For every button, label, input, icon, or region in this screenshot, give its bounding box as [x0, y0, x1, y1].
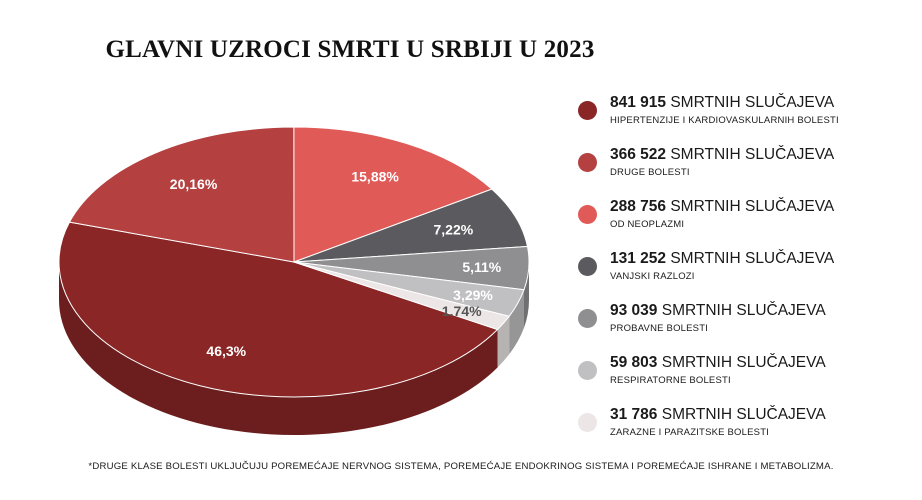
legend-item: 288 756 SMRTNIH SLUČAJEVA OD NEOPLAZMI	[578, 198, 918, 250]
footnote: *DRUGE KLASE BOLESTI UKLJUČUJU POREMEĆAJ…	[88, 461, 834, 472]
slice-label-2: 15,88%	[351, 169, 399, 185]
slice-label-3: 7,22%	[433, 221, 473, 237]
legend-swatch	[578, 309, 597, 328]
pie-slice-2	[293, 126, 493, 263]
slice-label-0: 46,3%	[206, 343, 246, 359]
legend-item: 131 252 SMRTNIH SLUČAJEVA VANJSKI RAZLOZI	[578, 250, 918, 302]
legend-swatch	[578, 413, 597, 432]
pie-chart: 46,3% 20,16% 15,88% 7,22% 5,11% 3,29%1.74%	[58, 126, 530, 435]
legend-number: 93 039	[610, 302, 658, 319]
legend-number: 131 252	[610, 250, 667, 267]
legend-item: 93 039 SMRTNIH SLUČAJEVA PROBAVNE BOLESTI	[578, 302, 918, 354]
legend-swatch	[578, 257, 597, 276]
legend-count: 288 756 SMRTNIH SLUČAJEVA	[610, 198, 834, 216]
slice-label-4: 5,11%	[462, 259, 501, 275]
legend-label: RESPIRATORNE BOLESTI	[610, 375, 731, 386]
legend-label: PROBAVNE BOLESTI	[610, 323, 709, 334]
legend-count: 131 252 SMRTNIH SLUČAJEVA	[610, 250, 834, 268]
legend-label: OD NEOPLAZMI	[610, 219, 685, 230]
legend-label: VANJSKI RAZLOZI	[610, 271, 695, 282]
slice-label-5: 3,29%	[453, 287, 493, 303]
pie-slice-side-6	[497, 316, 510, 368]
legend-unit: SMRTNIH SLUČAJEVA	[670, 198, 835, 215]
pie-slice-3	[293, 188, 529, 263]
legend-number: 31 786	[610, 406, 658, 423]
legend-unit: SMRTNIH SLUČAJEVA	[670, 94, 835, 111]
legend-number: 59 803	[610, 354, 658, 371]
chart-legend: 841 915 SMRTNIH SLUČAJEVA HIPERTENZIJE I …	[578, 94, 918, 458]
legend-unit: SMRTNIH SLUČAJEVA	[670, 250, 835, 267]
legend-label: ZARAZNE I PARAZITSKE BOLESTI	[610, 427, 770, 438]
legend-unit: SMRTNIH SLUČAJEVA	[661, 302, 826, 319]
legend-unit: SMRTNIH SLUČAJEVA	[661, 354, 826, 371]
legend-count: 59 803 SMRTNIH SLUČAJEVA	[610, 354, 826, 372]
pie-slice-side-5	[509, 289, 525, 355]
legend-swatch	[578, 205, 597, 224]
legend-count: 841 915 SMRTNIH SLUČAJEVA	[610, 94, 834, 112]
legend-item: 31 786 SMRTNIH SLUČAJEVA ZARAZNE I PARAZI…	[578, 406, 918, 458]
legend-count: 366 522 SMRTNIH SLUČAJEVA	[610, 146, 834, 164]
legend-unit: SMRTNIH SLUČAJEVA	[661, 406, 826, 423]
legend-label: HIPERTENZIJE I KARDIOVASKULARNIH BOLESTI	[610, 115, 839, 126]
slice-label-1: 20,16%	[170, 176, 218, 192]
slice-label-6: 1.74%	[442, 303, 482, 319]
legend-swatch	[578, 101, 597, 120]
chart-title: GLAVNI UZROCI SMRTI U SRBIJI U 2023	[105, 36, 595, 63]
pie-slice-0	[58, 221, 499, 398]
legend-label: DRUGE BOLESTI	[610, 167, 690, 178]
legend-swatch	[578, 153, 597, 172]
legend-unit: SMRTNIH SLUČAJEVA	[670, 146, 835, 163]
pie-slice-1	[68, 126, 295, 263]
legend-count: 93 039 SMRTNIH SLUČAJEVA	[610, 302, 826, 320]
legend-number: 366 522	[610, 146, 667, 163]
legend-item: 366 522 SMRTNIH SLUČAJEVA DRUGE BOLESTI	[578, 146, 918, 198]
legend-item: 841 915 SMRTNIH SLUČAJEVA HIPERTENZIJE I …	[578, 94, 918, 146]
legend-item: 59 803 SMRTNIH SLUČAJEVA RESPIRATORNE BOL…	[578, 354, 918, 406]
legend-number: 841 915	[610, 94, 667, 111]
legend-number: 288 756	[610, 198, 667, 215]
legend-count: 31 786 SMRTNIH SLUČAJEVA	[610, 406, 826, 424]
pie-slice-6	[293, 261, 511, 331]
pie-slice-side-0	[59, 262, 498, 435]
legend-swatch	[578, 361, 597, 380]
